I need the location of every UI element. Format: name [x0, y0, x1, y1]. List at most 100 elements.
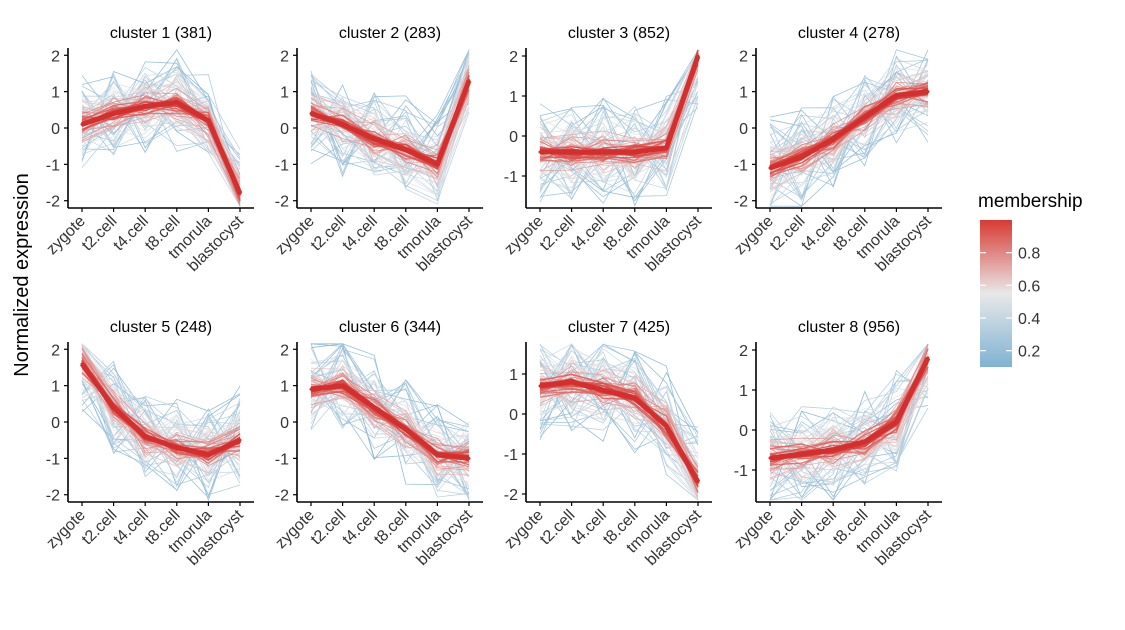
series-point	[601, 150, 605, 154]
series-line	[769, 356, 931, 461]
x-tick-label: t4.cell	[339, 507, 381, 549]
y-tick-label: -2	[734, 194, 748, 211]
y-tick-label: 0	[51, 121, 60, 138]
member-line	[769, 364, 929, 464]
member-line	[769, 388, 929, 484]
series-point	[664, 146, 668, 150]
x-tick-label: zygote	[731, 507, 776, 552]
legend: membership 0.2 0.4 0.6 0.8	[978, 191, 1083, 367]
member-traces	[310, 49, 470, 205]
panels: cluster 1 (381)-2-1012zygotet2.cellt4.ce…	[43, 25, 942, 569]
member-traces	[310, 342, 470, 501]
series-point	[309, 387, 313, 391]
y-tick-label: 1	[509, 367, 518, 384]
series-point	[341, 384, 345, 388]
y-tick-label: 2	[51, 48, 60, 65]
member-line	[769, 70, 929, 193]
y-tick-label: 2	[739, 48, 748, 65]
series-point	[341, 122, 345, 126]
facet-panel: cluster 1 (381) -2 -1 0 1 2 zygotet2.cellt4.ce…	[43, 25, 254, 275]
series-point	[238, 438, 242, 442]
y-tick-label: 2	[739, 343, 748, 360]
series-point	[143, 104, 147, 108]
y-tick-label: 0	[280, 415, 289, 432]
member-line	[81, 376, 241, 476]
series-point	[633, 396, 637, 400]
series-point	[112, 405, 116, 409]
y-tick-label: -1	[504, 169, 518, 186]
y-tick-label: 1	[739, 85, 748, 102]
x-tick-label: zygote	[43, 213, 88, 258]
member-line	[310, 374, 470, 472]
y-tick-label: 1	[509, 89, 518, 106]
x-tick-label: t2.cell	[537, 507, 579, 549]
member-line	[769, 373, 929, 448]
legend-tick-label: 0.2	[1018, 344, 1040, 361]
x-tick-label: t4.cell	[339, 213, 381, 255]
member-traces	[769, 343, 929, 501]
y-tick-label: -1	[46, 157, 60, 174]
series-point	[768, 456, 772, 460]
facet-title: cluster 8 (956)	[798, 319, 900, 336]
facet-title: cluster 4 (278)	[798, 25, 900, 42]
series-point	[467, 79, 471, 83]
series-point	[435, 162, 439, 166]
series-point	[372, 137, 376, 141]
series-point	[926, 356, 930, 360]
series-point	[467, 456, 471, 460]
series-point	[238, 191, 242, 195]
series-point	[80, 122, 84, 126]
series-point	[863, 440, 867, 444]
facet-title: cluster 2 (283)	[339, 25, 441, 42]
series-line	[310, 79, 472, 167]
member-line	[539, 49, 699, 174]
member-line	[81, 81, 241, 192]
member-line	[310, 90, 470, 181]
series-line	[79, 362, 242, 458]
y-tick-label: -1	[275, 157, 289, 174]
y-tick-label: -2	[46, 488, 60, 505]
member-line	[769, 58, 929, 178]
series-point	[538, 384, 542, 388]
series-line	[540, 55, 701, 155]
member-line	[310, 57, 470, 176]
legend-tick-label: 0.4	[1018, 311, 1040, 328]
member-line	[81, 344, 241, 459]
member-line	[539, 363, 699, 493]
member-line	[539, 364, 699, 470]
facet-panel: cluster 4 (278) -2 -1 0 1 2 zygotet2.cellt4.ce…	[731, 25, 942, 275]
x-tick-label: t2.cell	[79, 507, 121, 549]
x-tick-label: t2.cell	[308, 507, 350, 549]
facet-title: cluster 3 (852)	[568, 25, 670, 42]
x-tick-label: t2.cell	[537, 213, 579, 255]
y-tick-label: -1	[46, 451, 60, 468]
facet-panel: cluster 6 (344) -2 -1 0 1 2 zygotet2.cellt4.ce…	[272, 319, 483, 569]
member-line	[769, 108, 929, 153]
y-tick-label: 0	[509, 407, 518, 424]
series-point	[570, 150, 574, 154]
member-line	[769, 343, 929, 482]
member-line	[539, 383, 699, 492]
y-tick-label: -2	[275, 488, 289, 505]
x-tick-label: t4.cell	[110, 507, 152, 549]
member-line	[539, 343, 699, 501]
series-point	[800, 155, 804, 159]
y-tick-label: -2	[46, 194, 60, 211]
series-point	[112, 111, 116, 115]
member-line	[310, 342, 470, 483]
member-traces	[539, 343, 699, 501]
series-point	[175, 101, 179, 105]
member-line	[81, 343, 241, 441]
series-point	[800, 452, 804, 456]
member-line	[310, 391, 470, 501]
member-line	[81, 393, 241, 441]
x-tick-label: zygote	[272, 213, 317, 258]
y-tick-label: 0	[509, 129, 518, 146]
x-tick-label: t2.cell	[79, 213, 121, 255]
series-point	[831, 448, 835, 452]
y-tick-label: 2	[280, 342, 289, 359]
member-traces	[81, 49, 241, 207]
series-point	[206, 119, 210, 123]
y-tick-label: -1	[734, 463, 748, 480]
